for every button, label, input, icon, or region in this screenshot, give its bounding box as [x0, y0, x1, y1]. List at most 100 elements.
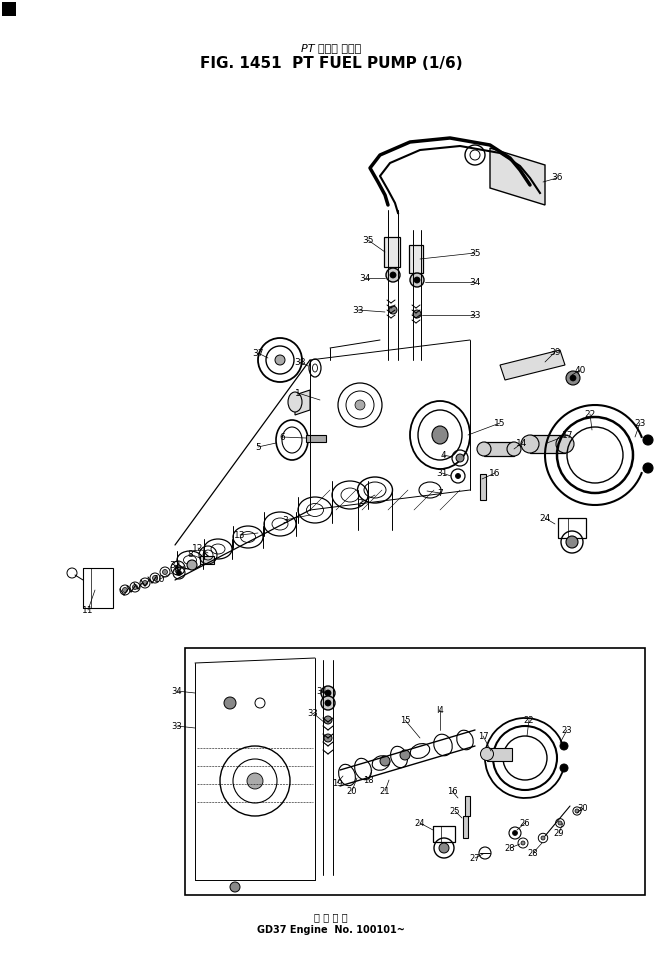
Text: 35: 35 — [469, 249, 481, 258]
Ellipse shape — [288, 392, 302, 412]
Text: 21: 21 — [380, 787, 391, 796]
Text: 9: 9 — [173, 567, 179, 576]
Text: 19: 19 — [332, 778, 342, 788]
Text: 3: 3 — [282, 515, 288, 524]
Circle shape — [321, 696, 335, 710]
Text: 24: 24 — [415, 818, 425, 827]
Text: 33: 33 — [172, 721, 182, 730]
Bar — [433, 826, 455, 842]
Bar — [384, 237, 400, 267]
Text: 2: 2 — [357, 499, 363, 508]
Bar — [2, 2, 16, 16]
Text: 17: 17 — [562, 430, 573, 439]
Circle shape — [455, 473, 461, 478]
Circle shape — [324, 734, 332, 742]
Polygon shape — [490, 148, 545, 205]
Text: 34: 34 — [172, 687, 182, 696]
Text: 27: 27 — [469, 854, 480, 862]
Text: 39: 39 — [549, 348, 561, 357]
Bar — [465, 796, 470, 816]
Circle shape — [162, 569, 168, 574]
Text: 22: 22 — [524, 715, 534, 724]
Circle shape — [560, 764, 568, 772]
Text: 35: 35 — [362, 235, 374, 244]
Text: 28: 28 — [528, 849, 538, 858]
Text: 28: 28 — [505, 844, 515, 853]
Text: 13: 13 — [234, 530, 246, 540]
Text: 22: 22 — [584, 410, 595, 418]
Circle shape — [123, 587, 127, 593]
Text: 5: 5 — [255, 443, 261, 452]
Circle shape — [275, 355, 285, 365]
Circle shape — [541, 836, 545, 840]
Bar — [558, 518, 568, 538]
Bar — [487, 748, 512, 761]
Circle shape — [410, 273, 424, 287]
Circle shape — [325, 690, 331, 696]
Circle shape — [512, 830, 518, 836]
Circle shape — [389, 306, 397, 314]
Text: 11: 11 — [82, 606, 93, 614]
Text: 26: 26 — [520, 818, 530, 827]
Text: 23: 23 — [562, 725, 572, 734]
Circle shape — [566, 371, 580, 385]
Text: 8: 8 — [187, 550, 193, 559]
Ellipse shape — [556, 435, 574, 453]
Ellipse shape — [521, 435, 539, 453]
Circle shape — [570, 375, 576, 381]
Circle shape — [456, 454, 464, 462]
Text: 33: 33 — [352, 306, 364, 315]
Text: 25: 25 — [450, 807, 460, 815]
Circle shape — [176, 570, 182, 575]
Text: 34: 34 — [359, 273, 371, 282]
Circle shape — [175, 565, 181, 571]
Circle shape — [386, 268, 400, 282]
Bar — [83, 568, 91, 608]
Text: FIG. 1451  PT FUEL PUMP (1/6): FIG. 1451 PT FUEL PUMP (1/6) — [200, 57, 462, 72]
Circle shape — [575, 809, 579, 813]
Text: 37: 37 — [252, 349, 264, 358]
Text: 16: 16 — [489, 468, 501, 477]
Text: 15: 15 — [494, 418, 506, 427]
Text: 29: 29 — [554, 828, 564, 838]
Bar — [463, 816, 468, 838]
Circle shape — [521, 841, 525, 845]
Text: I4: I4 — [436, 706, 444, 714]
Circle shape — [414, 277, 420, 283]
Polygon shape — [295, 390, 310, 415]
Text: 38: 38 — [294, 358, 306, 367]
Text: 34: 34 — [469, 277, 481, 286]
Text: 7: 7 — [437, 488, 443, 498]
Text: 4: 4 — [440, 451, 446, 460]
Bar — [480, 474, 486, 500]
Circle shape — [380, 756, 390, 766]
Circle shape — [152, 575, 158, 580]
Bar — [200, 556, 214, 564]
Text: 33: 33 — [308, 709, 318, 717]
Circle shape — [230, 882, 240, 892]
Circle shape — [400, 750, 410, 760]
Text: 14: 14 — [516, 438, 528, 448]
Circle shape — [643, 435, 653, 445]
Circle shape — [324, 716, 332, 724]
Circle shape — [187, 560, 197, 570]
Text: 32: 32 — [169, 561, 181, 569]
Text: 34: 34 — [317, 687, 328, 696]
Ellipse shape — [432, 426, 448, 444]
Text: 20: 20 — [347, 787, 357, 796]
Circle shape — [247, 773, 263, 789]
Text: 23: 23 — [634, 418, 646, 427]
Text: 18: 18 — [363, 775, 373, 785]
Text: 17: 17 — [477, 731, 489, 741]
Text: 16: 16 — [447, 787, 457, 796]
Text: 備 品 番 号: 備 品 番 号 — [314, 912, 348, 922]
Ellipse shape — [477, 442, 491, 456]
Text: GD37 Engine  No. 100101~: GD37 Engine No. 100101~ — [257, 925, 405, 935]
Bar — [484, 442, 514, 456]
Text: 24: 24 — [540, 514, 551, 522]
Circle shape — [439, 843, 449, 853]
Circle shape — [558, 821, 562, 825]
Bar — [558, 518, 586, 538]
Polygon shape — [500, 350, 565, 380]
Text: 12: 12 — [192, 544, 204, 553]
